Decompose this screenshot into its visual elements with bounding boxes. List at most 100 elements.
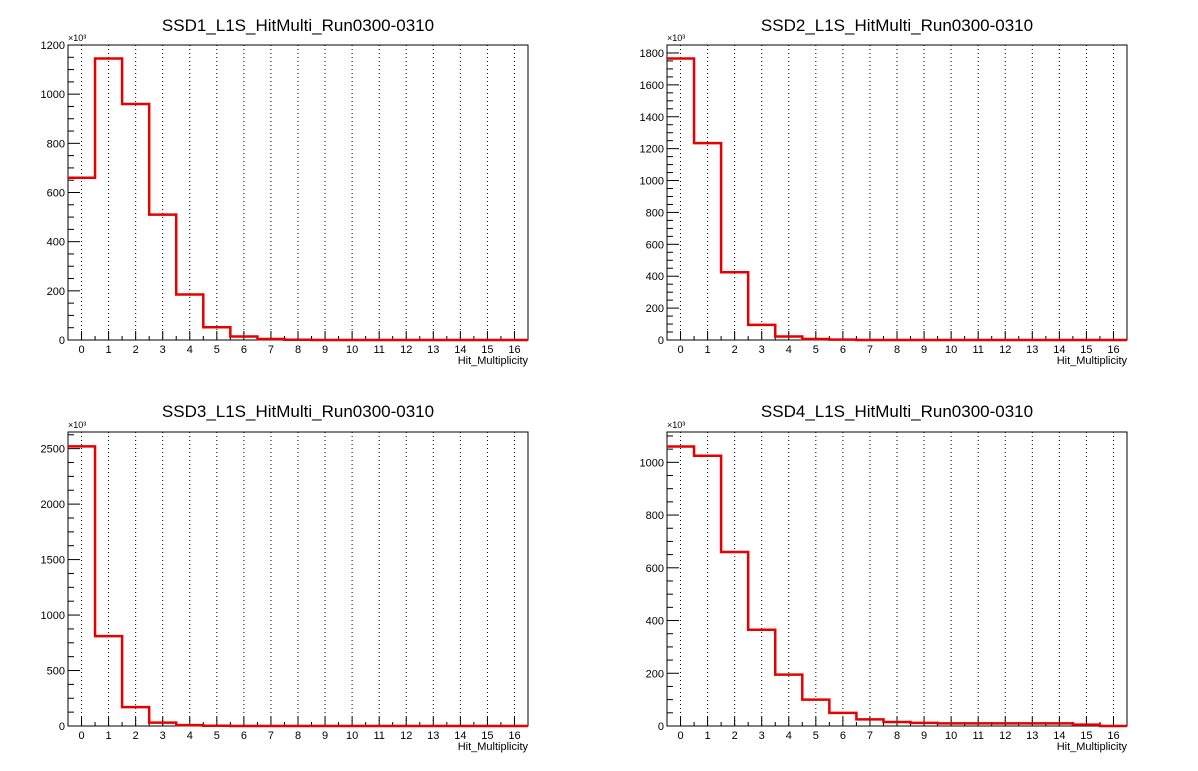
- x-tick-label: 11: [972, 344, 983, 356]
- x-tick-label: 2: [732, 344, 738, 356]
- y-multiplier-label: ×10³: [667, 33, 685, 43]
- y-tick-label: 1200: [41, 40, 65, 52]
- y-tick-label: 2500: [41, 444, 65, 456]
- x-tick-label: 11: [373, 344, 384, 356]
- x-tick-label: 15: [481, 730, 493, 742]
- x-tick-label: 13: [1026, 730, 1038, 742]
- x-tick-label: 7: [268, 730, 274, 742]
- y-multiplier-label: ×10³: [68, 420, 86, 430]
- x-tick-label: 10: [346, 730, 358, 742]
- x-tick-label: 1: [705, 344, 711, 356]
- y-tick-label: 1000: [640, 457, 664, 469]
- y-tick-label: 2000: [41, 499, 65, 511]
- x-tick-label: 10: [945, 730, 957, 742]
- y-tick-label: 1400: [640, 112, 664, 124]
- y-tick-label: 1000: [640, 176, 664, 188]
- x-tick-label: 0: [78, 344, 84, 356]
- y-tick-label: 0: [59, 335, 65, 347]
- y-tick-label: 500: [47, 666, 65, 678]
- x-tick-label: 2: [133, 730, 139, 742]
- x-tick-label: 11: [972, 730, 983, 742]
- y-tick-label: 600: [646, 563, 664, 575]
- y-tick-label: 600: [47, 188, 65, 200]
- x-tick-label: 6: [241, 730, 247, 742]
- x-tick-label: 4: [187, 344, 193, 356]
- y-tick-label: 0: [658, 335, 664, 347]
- x-tick-label: 4: [187, 730, 193, 742]
- x-tick-label: 15: [481, 344, 493, 356]
- x-tick-label: 5: [214, 730, 220, 742]
- x-tick-label: 1: [106, 344, 112, 356]
- y-tick-label: 1000: [41, 89, 65, 101]
- y-multiplier-label: ×10³: [68, 33, 86, 43]
- x-tick-label: 4: [786, 730, 792, 742]
- y-tick-label: 800: [646, 510, 664, 522]
- y-multiplier-label: ×10³: [667, 420, 685, 430]
- x-tick-label: 5: [214, 344, 220, 356]
- x-tick-label: 15: [1080, 730, 1092, 742]
- x-tick-label: 0: [677, 730, 683, 742]
- x-tick-label: 1: [705, 730, 711, 742]
- x-tick-label: 3: [759, 730, 765, 742]
- x-axis-label: Hit_Multiplicity: [1057, 355, 1128, 367]
- x-tick-label: 3: [160, 730, 166, 742]
- x-tick-label: 3: [160, 344, 166, 356]
- y-tick-label: 800: [47, 138, 65, 150]
- x-tick-label: 9: [921, 344, 927, 356]
- x-tick-label: 15: [1080, 344, 1092, 356]
- y-tick-label: 1000: [41, 610, 65, 622]
- x-tick-label: 12: [400, 730, 412, 742]
- x-tick-label: 1: [106, 730, 112, 742]
- x-axis-label: Hit_Multiplicity: [458, 355, 529, 367]
- histogram-series-line: [667, 57, 1127, 342]
- x-tick-label: 0: [78, 730, 84, 742]
- x-tick-label: 7: [268, 344, 274, 356]
- x-tick-label: 8: [295, 730, 301, 742]
- x-tick-label: 4: [786, 344, 792, 356]
- x-tick-label: 3: [759, 344, 765, 356]
- x-axis-label: Hit_Multiplicity: [458, 741, 529, 753]
- histogram-series-line: [68, 445, 528, 728]
- x-tick-label: 11: [373, 730, 384, 742]
- x-tick-label: 5: [813, 730, 819, 742]
- x-tick-label: 8: [295, 344, 301, 356]
- y-tick-label: 1800: [640, 48, 664, 60]
- y-tick-label: 0: [59, 721, 65, 733]
- chart-title: SSD4_L1S_HitMulti_Run0300-0310: [761, 402, 1033, 421]
- x-tick-label: 8: [894, 730, 900, 742]
- y-tick-label: 0: [658, 721, 664, 733]
- x-tick-label: 7: [867, 344, 873, 356]
- y-tick-label: 1600: [640, 80, 664, 92]
- y-tick-label: 400: [646, 271, 664, 283]
- y-tick-label: 200: [47, 286, 65, 298]
- x-tick-label: 12: [999, 730, 1011, 742]
- x-tick-label: 9: [322, 730, 328, 742]
- x-tick-label: 10: [945, 344, 957, 356]
- x-tick-label: 14: [454, 730, 466, 742]
- x-tick-label: 2: [133, 344, 139, 356]
- x-tick-label: 2: [732, 730, 738, 742]
- chart-title: SSD2_L1S_HitMulti_Run0300-0310: [761, 16, 1033, 35]
- x-tick-label: 12: [400, 344, 412, 356]
- y-tick-label: 1200: [640, 144, 664, 156]
- x-tick-label: 5: [813, 344, 819, 356]
- x-tick-label: 6: [241, 344, 247, 356]
- x-tick-label: 9: [322, 344, 328, 356]
- x-tick-label: 13: [427, 730, 439, 742]
- x-tick-label: 13: [427, 344, 439, 356]
- y-tick-label: 400: [47, 237, 65, 249]
- x-tick-label: 14: [454, 344, 466, 356]
- x-tick-label: 7: [867, 730, 873, 742]
- y-tick-label: 200: [646, 303, 664, 315]
- histogram-series-line: [68, 57, 528, 342]
- x-tick-label: 14: [1053, 730, 1065, 742]
- x-tick-label: 13: [1026, 344, 1038, 356]
- y-tick-label: 1500: [41, 555, 65, 567]
- x-tick-label: 16: [1107, 730, 1119, 742]
